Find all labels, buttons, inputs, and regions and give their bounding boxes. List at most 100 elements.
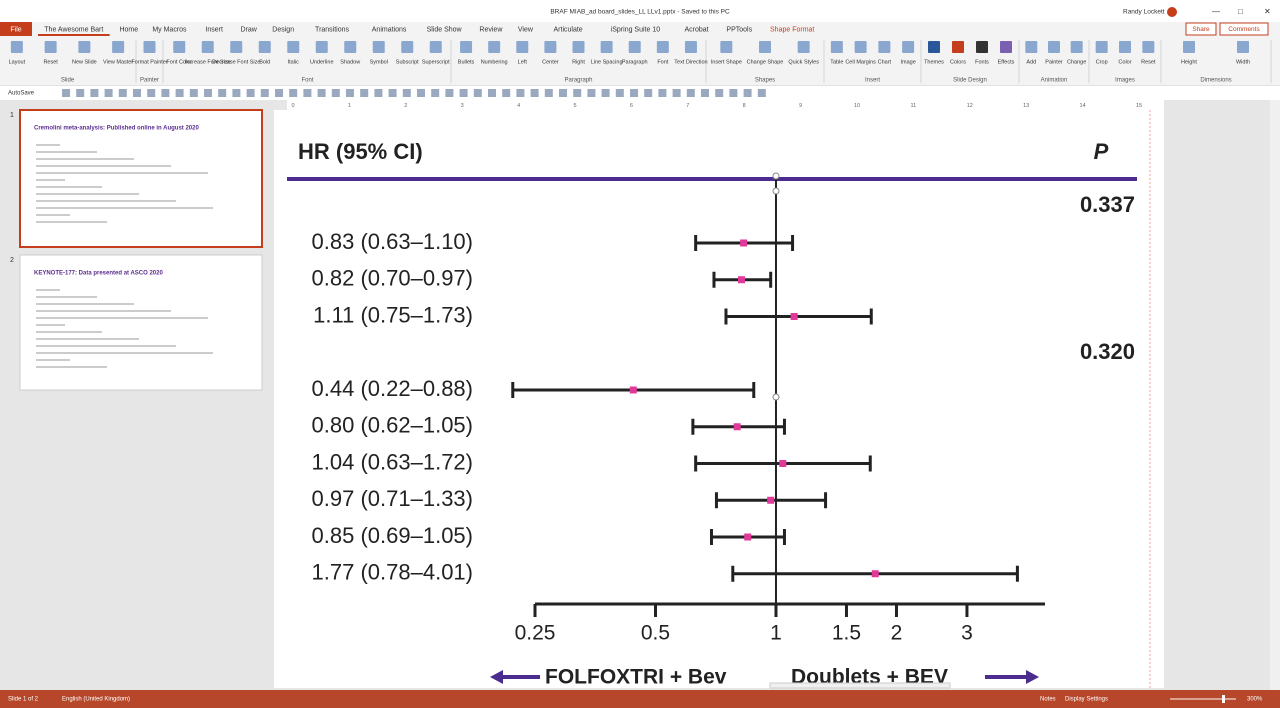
toolbar-icon[interactable] (303, 89, 312, 97)
ribbon-button[interactable]: Width (1236, 59, 1250, 65)
toolbar-icon[interactable] (104, 89, 113, 97)
window-control[interactable]: — (1212, 7, 1220, 16)
ribbon-icon[interactable] (1048, 41, 1060, 53)
ribbon-icon[interactable] (628, 41, 641, 53)
ribbon-button[interactable]: Reset (43, 59, 58, 65)
ribbon-icon[interactable] (720, 41, 733, 53)
thumbnail-title[interactable]: KEYNOTE-177: Data presented at ASCO 2020 (34, 271, 163, 277)
ribbon-tab[interactable]: View (518, 26, 534, 33)
ribbon-button[interactable]: Line Spacing (591, 59, 623, 65)
status-language[interactable]: English (United Kingdom) (62, 697, 130, 703)
ribbon-button[interactable]: Image (900, 59, 915, 65)
ribbon-button[interactable]: View Master (103, 59, 133, 65)
toolbar-icon[interactable] (90, 89, 99, 97)
ribbon-button[interactable]: Shadow (340, 59, 360, 65)
autosave-label[interactable]: AutoSave (8, 91, 35, 97)
ribbon-icon[interactable] (1070, 41, 1083, 53)
ribbon-tab[interactable]: Shape Format (770, 26, 814, 33)
ribbon-icon[interactable] (201, 41, 214, 53)
status-notes[interactable]: Notes (1040, 697, 1056, 703)
ribbon-icon[interactable] (1095, 41, 1108, 53)
ribbon-icon[interactable] (44, 41, 57, 53)
ribbon-button[interactable]: Italic (288, 59, 300, 65)
toolbar-icon[interactable] (715, 89, 724, 97)
toolbar-icon[interactable] (417, 89, 425, 97)
ribbon-icon[interactable] (878, 41, 891, 53)
ribbon-tab[interactable]: Review (479, 26, 503, 33)
toolbar-icon[interactable] (275, 89, 283, 97)
ribbon-tab[interactable]: Insert (205, 26, 223, 33)
ribbon-tab[interactable]: File (10, 26, 21, 33)
ribbon-button[interactable]: Cell Margins (845, 59, 876, 65)
ribbon-icon[interactable] (600, 41, 613, 53)
selection-handle[interactable] (772, 393, 780, 401)
thumbnail-number[interactable]: 1 (10, 112, 14, 119)
ribbon-button[interactable]: Add (1026, 59, 1036, 65)
ribbon-icon[interactable] (460, 41, 473, 53)
ribbon-icon[interactable] (976, 41, 988, 53)
toolbar-icon[interactable] (615, 89, 624, 97)
ribbon-button[interactable]: Table (830, 59, 843, 65)
comments-button[interactable] (1219, 22, 1269, 36)
ribbon-icon[interactable] (401, 41, 414, 53)
toolbar-icon[interactable] (544, 89, 553, 97)
toolbar-icon[interactable] (374, 89, 383, 97)
toolbar-icon[interactable] (346, 89, 354, 97)
toolbar-icon[interactable] (573, 89, 582, 97)
ribbon-button[interactable]: Underline (310, 59, 334, 65)
ribbon-button[interactable]: Subscript (396, 59, 419, 65)
ribbon-icon[interactable] (830, 41, 843, 53)
toolbar-icon[interactable] (388, 89, 397, 97)
ribbon-button[interactable]: New Slide (72, 59, 97, 65)
ribbon-button[interactable]: Bullets (458, 59, 475, 65)
toolbar-icon[interactable] (260, 89, 269, 97)
ribbon-button[interactable]: Font (657, 59, 668, 65)
toolbar-icon[interactable] (204, 89, 212, 97)
ribbon-button[interactable]: Right (572, 59, 585, 65)
toolbar-icon[interactable] (701, 89, 709, 97)
ribbon-tab[interactable]: The Awesome Bart (44, 26, 103, 33)
ribbon-icon[interactable] (429, 41, 442, 53)
ribbon-icon[interactable] (1142, 41, 1155, 53)
ribbon-icon[interactable] (1237, 41, 1249, 53)
toolbar-icon[interactable] (147, 89, 156, 97)
ribbon-tab[interactable]: Animations (372, 26, 407, 33)
ribbon-icon[interactable] (344, 41, 357, 53)
ribbon-tab[interactable]: Draw (241, 26, 258, 33)
ribbon-icon[interactable] (1183, 41, 1195, 53)
toolbar-icon[interactable] (317, 89, 326, 97)
ribbon-button[interactable]: Symbol (370, 59, 388, 65)
ribbon-button[interactable]: Color (1118, 59, 1131, 65)
ribbon-button[interactable]: Crop (1096, 59, 1108, 65)
ribbon-icon[interactable] (928, 41, 940, 53)
toolbar-icon[interactable] (686, 89, 695, 97)
ribbon-tab[interactable]: Design (272, 26, 294, 33)
toolbar-icon[interactable] (757, 89, 766, 97)
toolbar-icon[interactable] (743, 89, 752, 97)
share-button[interactable] (1185, 22, 1217, 36)
status-zoom[interactable]: 300% (1247, 697, 1263, 703)
ribbon-icon[interactable] (1025, 41, 1038, 53)
ribbon-icon[interactable] (684, 41, 697, 53)
toolbar-icon[interactable] (360, 89, 369, 97)
toolbar-icon[interactable] (175, 89, 184, 97)
toolbar-icon[interactable] (189, 89, 198, 97)
toolbar-icon[interactable] (161, 89, 170, 97)
toolbar-icon[interactable] (729, 89, 738, 97)
toolbar-icon[interactable] (402, 89, 411, 97)
zoom-thumb[interactable] (1222, 695, 1225, 703)
ribbon-icon[interactable] (10, 41, 23, 53)
toolbar-icon[interactable] (118, 89, 127, 97)
ribbon-icon[interactable] (143, 41, 156, 53)
ribbon-icon[interactable] (112, 41, 125, 53)
toolbar-icon[interactable] (76, 89, 85, 97)
toolbar-icon[interactable] (516, 89, 525, 97)
toolbar-icon[interactable] (62, 89, 70, 97)
toolbar-icon[interactable] (502, 89, 511, 97)
ribbon-button[interactable]: Change (1067, 59, 1086, 65)
ribbon-icon[interactable] (230, 41, 243, 53)
toolbar-icon[interactable] (459, 89, 468, 97)
ribbon-icon[interactable] (1000, 41, 1012, 53)
toolbar-icon[interactable] (473, 89, 482, 97)
thumbnail-title[interactable]: Cremolini meta-analysis: Published onlin… (34, 126, 199, 132)
